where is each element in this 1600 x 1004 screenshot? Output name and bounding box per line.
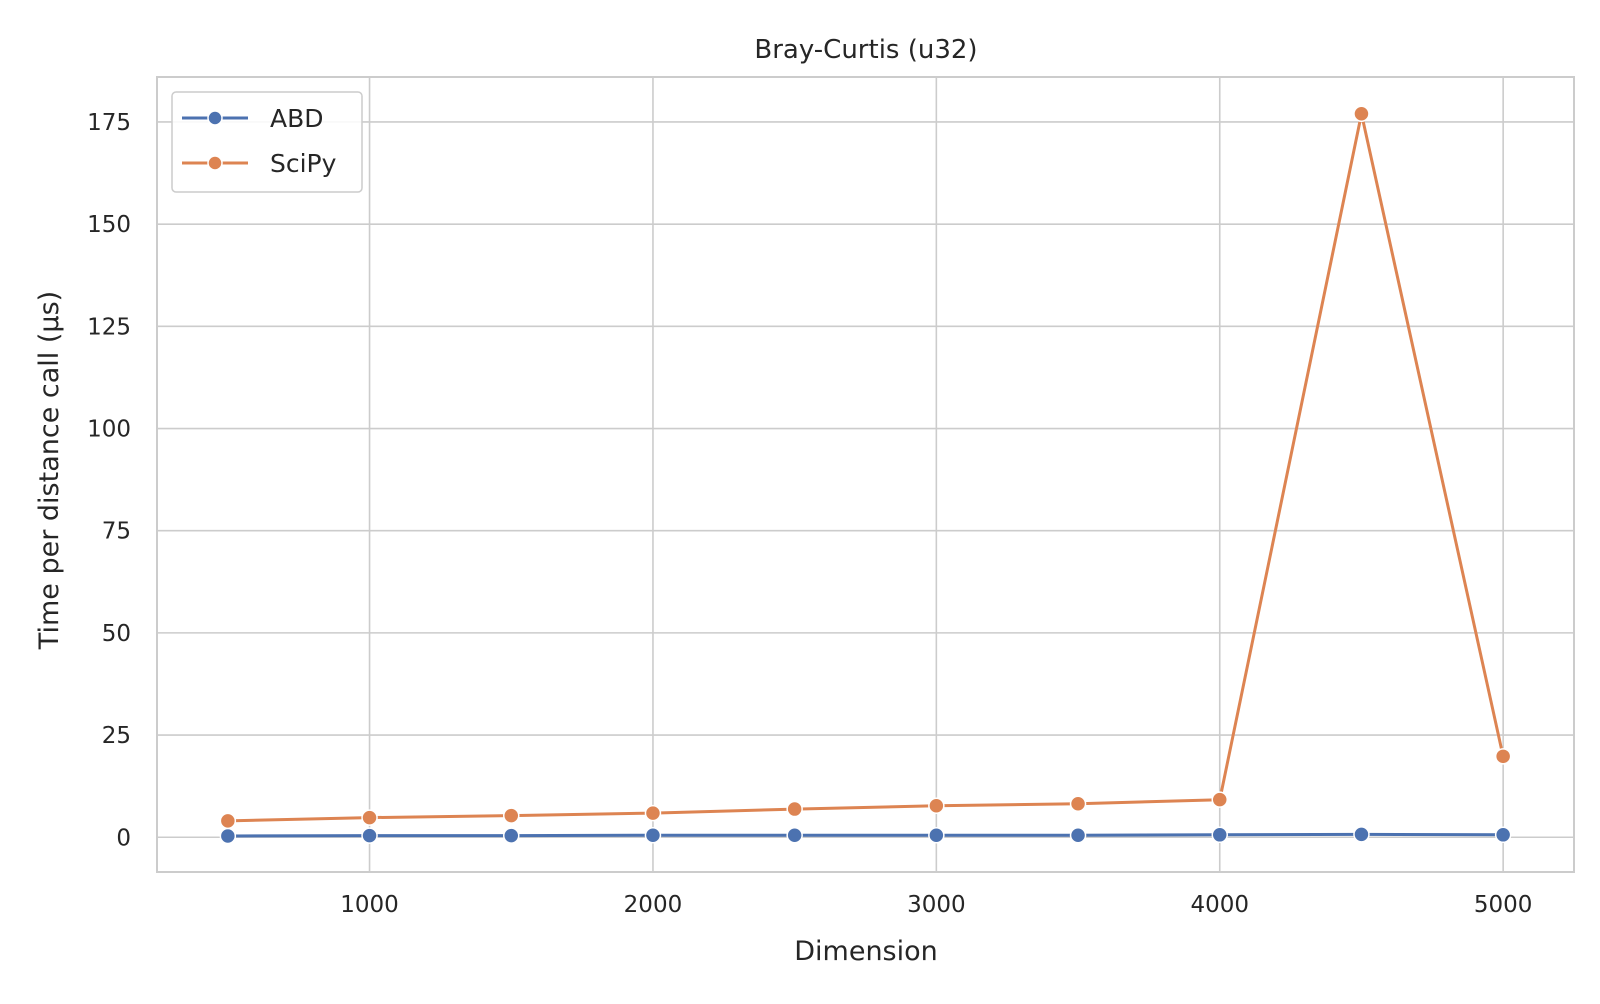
data-point-abd [361, 827, 378, 844]
data-point-scipy [1211, 791, 1228, 808]
data-point-abd [928, 826, 945, 844]
legend-marker-scipy [207, 155, 223, 171]
y-tick-labels: 0 25 50 75 100 125 150 175 [87, 110, 131, 851]
data-point-scipy [361, 809, 378, 826]
y-axis-label: Time per distance call (µs) [34, 291, 65, 650]
x-tick-label: 3000 [907, 892, 966, 918]
data-point-scipy [928, 797, 945, 815]
data-point-scipy [644, 804, 662, 822]
x-tick-labels: 1000 2000 3000 4000 5000 [340, 892, 1532, 918]
y-tick-label: 150 [87, 212, 131, 238]
y-tick-label: 0 [116, 825, 131, 851]
y-tick-label: 175 [87, 110, 131, 136]
legend-label-scipy: SciPy [270, 149, 337, 178]
data-point-abd [1494, 826, 1512, 844]
y-tick-label: 50 [102, 621, 131, 647]
plot-area-border [156, 76, 1575, 873]
y-tick-label: 25 [102, 723, 131, 749]
legend-label-abd: ABD [270, 104, 324, 133]
x-axis-label: Dimension [794, 936, 938, 967]
data-point-abd [219, 827, 237, 845]
x-tick-label: 2000 [624, 892, 683, 918]
chart-title: Bray-Curtis (u32) [754, 35, 977, 65]
x-tick-label: 1000 [340, 892, 399, 918]
data-point-abd [1211, 826, 1228, 844]
y-tick-label: 100 [87, 417, 131, 443]
data-point-scipy [1353, 105, 1370, 123]
data-point-abd [644, 826, 662, 844]
data-point-abd [786, 826, 803, 844]
y-tick-label: 75 [102, 519, 131, 545]
series-line-abd [227, 832, 1504, 838]
plot-frame [156, 76, 1575, 873]
y-tick-label: 125 [87, 314, 131, 340]
data-point-abd [1069, 826, 1087, 844]
data-point-abd [1353, 826, 1370, 843]
x-tick-label: 4000 [1190, 892, 1249, 918]
data-point-scipy [219, 812, 237, 830]
data-point-scipy [1494, 748, 1512, 765]
series-lines [219, 105, 1512, 845]
legend-marker-abd [207, 110, 223, 126]
series-line-scipy [227, 112, 1505, 823]
grid-lines [157, 77, 1574, 872]
data-point-scipy [503, 807, 520, 824]
data-point-abd [503, 827, 520, 844]
data-point-scipy [1069, 795, 1087, 812]
legend: ABD SciPy [171, 91, 363, 193]
data-point-scipy [786, 800, 803, 818]
x-tick-label: 5000 [1474, 892, 1533, 918]
